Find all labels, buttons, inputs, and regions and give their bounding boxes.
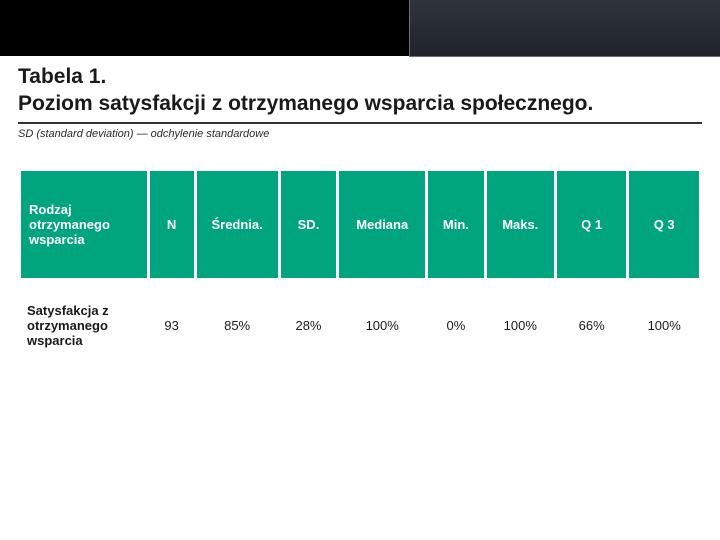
cell-q3: 100%	[628, 279, 701, 371]
slide-content: Tabela 1. Poziom satysfakcji z otrzymane…	[0, 56, 720, 373]
row-label: Satysfakcja z otrzymanego wsparcia	[20, 279, 149, 371]
col-header-sd: SD.	[279, 169, 338, 279]
col-header-min: Min.	[427, 169, 486, 279]
table-row: Satysfakcja z otrzymanego wsparcia 93 85…	[20, 279, 701, 371]
cell-min: 0%	[427, 279, 486, 371]
col-header-n: N	[148, 169, 195, 279]
col-header-median: Mediana	[338, 169, 427, 279]
cell-median: 100%	[338, 279, 427, 371]
col-header-q3: Q 3	[628, 169, 701, 279]
support-satisfaction-table: Rodzaj otrzymanego wsparcia N Średnia. S…	[18, 168, 702, 373]
top-decorative-band	[0, 0, 720, 56]
cell-max: 100%	[485, 279, 555, 371]
title-line-1: Tabela 1.	[18, 65, 106, 88]
col-header-max: Maks.	[485, 169, 555, 279]
table-header-row: Rodzaj otrzymanego wsparcia N Średnia. S…	[20, 169, 701, 279]
cell-q1: 66%	[555, 279, 628, 371]
cell-sd: 28%	[279, 279, 338, 371]
col-header-mean: Średnia.	[195, 169, 279, 279]
title-block: Tabela 1. Poziom satysfakcji z otrzymane…	[18, 64, 702, 124]
cell-mean: 85%	[195, 279, 279, 371]
cell-n: 93	[148, 279, 195, 371]
col-header-q1: Q 1	[555, 169, 628, 279]
table-caption: Tabela 1. Poziom satysfakcji z otrzymane…	[18, 64, 702, 118]
title-line-2: Poziom satysfakcji z otrzymanego wsparci…	[18, 92, 593, 115]
col-header-type: Rodzaj otrzymanego wsparcia	[20, 169, 149, 279]
sd-footnote: SD (standard deviation) — odchylenie sta…	[18, 128, 702, 140]
